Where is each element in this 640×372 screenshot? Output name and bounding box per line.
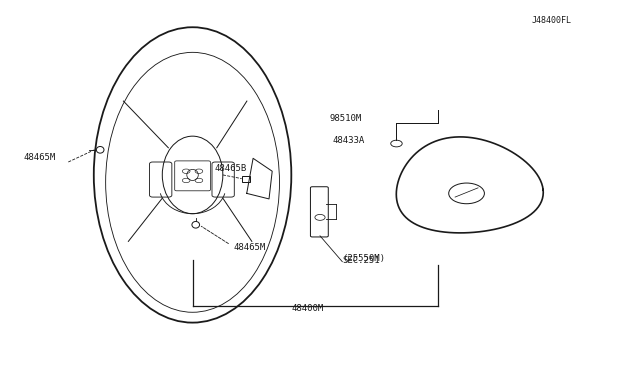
- Text: SEC.251: SEC.251: [342, 256, 380, 265]
- Bar: [242, 176, 250, 182]
- Text: 48433A: 48433A: [333, 136, 365, 145]
- Text: J48400FL: J48400FL: [532, 16, 572, 25]
- Text: (25550M): (25550M): [342, 254, 385, 263]
- Text: 98510M: 98510M: [330, 114, 362, 123]
- Text: 48465B: 48465B: [215, 164, 247, 173]
- Text: 48400M: 48400M: [291, 304, 323, 313]
- Text: 48465M: 48465M: [234, 243, 266, 253]
- Text: 48465M: 48465M: [24, 153, 56, 162]
